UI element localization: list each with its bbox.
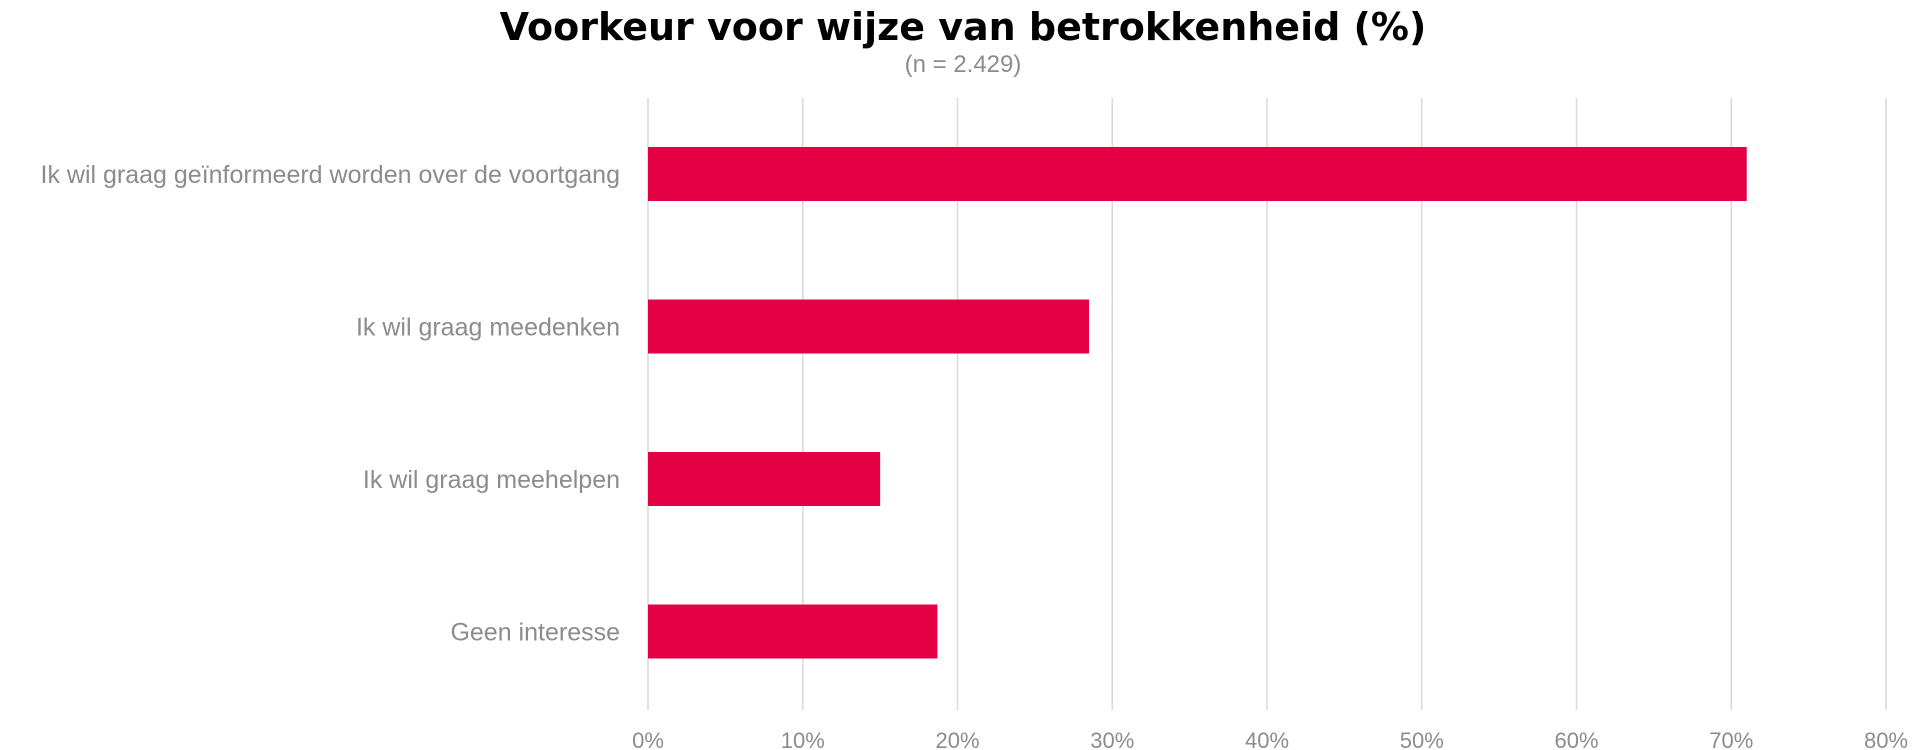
x-tick-label: 70% — [1709, 728, 1753, 750]
x-tick-labels: 0% 10% 20% 30% 40% 50% 60% 70% 80% — [632, 728, 1908, 750]
bar — [648, 147, 1747, 201]
category-label: Ik wil graag meehelpen — [363, 466, 620, 494]
x-tick-label: 10% — [781, 728, 825, 750]
category-label: Geen interesse — [450, 619, 620, 647]
category-label: Ik wil graag geïnformeerd worden over de… — [41, 161, 621, 189]
x-tick-label: 50% — [1400, 728, 1444, 750]
x-tick-label: 30% — [1090, 728, 1134, 750]
bar — [648, 604, 938, 659]
x-tick-label: 60% — [1554, 728, 1598, 750]
chart-subtitle: (n = 2.429) — [904, 51, 1022, 78]
bars — [648, 147, 1747, 659]
category-labels: Ik wil graag geïnformeerd worden over de… — [41, 161, 621, 647]
chart-title: Voorkeur voor wijze van betrokkenheid (%… — [499, 5, 1427, 49]
bar — [648, 452, 881, 506]
x-tick-label: 0% — [632, 728, 664, 750]
x-tick-label: 20% — [935, 728, 979, 750]
x-tick-label: 80% — [1864, 728, 1908, 750]
bar — [648, 299, 1090, 354]
category-label: Ik wil graag meedenken — [356, 314, 620, 342]
x-tick-label: 40% — [1245, 728, 1289, 750]
